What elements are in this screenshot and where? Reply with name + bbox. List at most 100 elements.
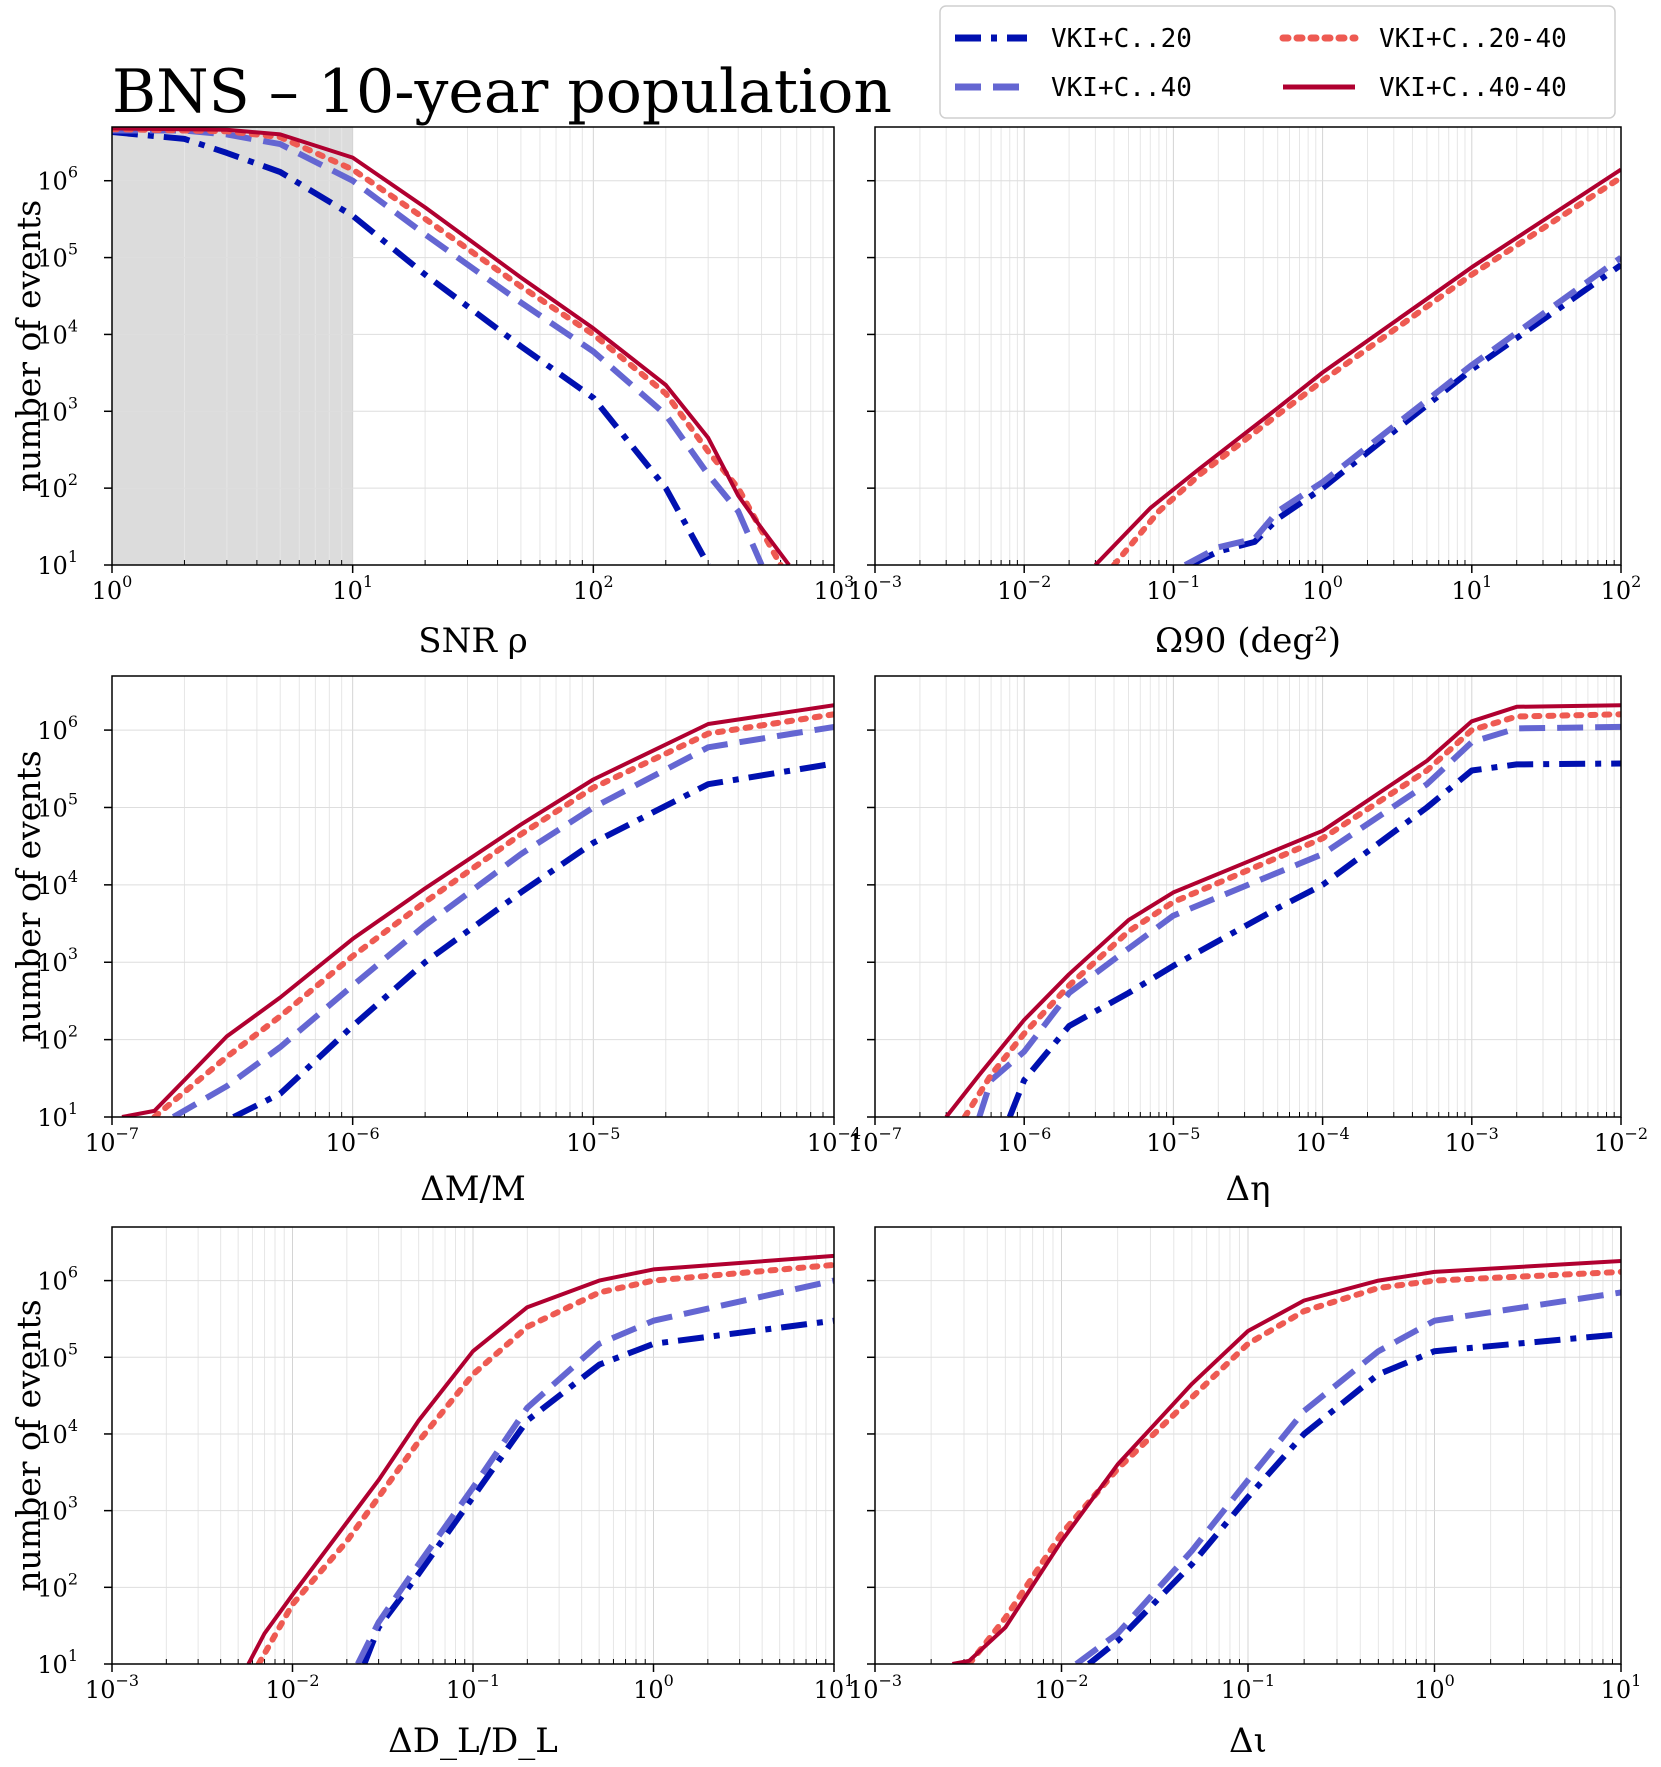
chart-panel-6: 10−3 10−2 10−1 100 101 Δι [848,1226,1642,1761]
x-tick-label: 10−5 [1146,1124,1200,1157]
x-tick-label: 10−3 [85,1671,139,1704]
x-tick-label: 10−4 [1296,1124,1350,1157]
series-line-VKI+C..40-40 [952,1259,1621,1664]
series-line-VKI+C..40-40 [121,703,834,1117]
x-tick-label: 100 [633,1671,674,1704]
legend-label: VKI+C..20-40 [1379,24,1567,54]
series-line-VKI+C..40-40 [246,1253,834,1664]
figure-title: BNS – 10-year population [112,57,892,127]
series-group [112,127,791,565]
x-tick-label: 10−7 [85,1124,139,1157]
x-tick-label: 10−7 [848,1124,902,1157]
x-tick-label: 102 [1601,572,1642,605]
legend-box [939,5,1616,119]
x-tick-label: 10−1 [1221,1671,1275,1704]
y-tick-label: 101 [37,547,78,580]
legend-label: VKI+C..20 [1051,24,1192,54]
series-group [246,1253,834,1664]
plot-frame [874,675,1622,1118]
series-line-VKI+C..20-40 [966,1268,1621,1664]
chart-panel-5: 10−3 10−2 10−1 100 101 101 102 103 104 105 106 ΔD_L… [9,1226,855,1761]
series-line-VKI+C..40 [976,723,1621,1117]
x-tick-label: 100 [92,572,133,605]
series-line-VKI+C..40 [355,1277,834,1664]
y-tick-label: 103 [37,944,78,977]
y-tick-label: 106 [37,712,78,745]
series-line-VKI+C..40 [171,723,834,1117]
series-line-VKI+C..20-40 [112,127,784,565]
plot-frame [874,126,1622,566]
series-line-VKI+C..20 [232,760,834,1117]
x-tick-label: 101 [814,1671,855,1704]
x-axis-label: Δι [1229,1721,1267,1761]
x-tick-label: 100 [1302,572,1343,605]
series-line-VKI+C..20 [1006,760,1621,1117]
y-tick-label: 104 [37,867,78,900]
x-tick-label: 10−3 [1445,1124,1499,1157]
y-tick-label: 101 [37,1099,78,1132]
y-tick-label: 106 [37,1263,78,1296]
y-tick-label: 102 [37,1569,78,1602]
legend-label: VKI+C..40-40 [1379,73,1567,103]
y-tick-label: 102 [37,470,78,503]
x-tick-label: 10−6 [326,1124,380,1157]
x-tick-label: 10−3 [848,572,902,605]
series-line-VKI+C..20-40 [255,1261,834,1664]
series-line-VKI+C..40 [1074,1289,1621,1664]
y-axis-label: number of events [9,1299,48,1591]
x-axis-label: Δη [1226,1169,1271,1209]
x-tick-label: 10−4 [807,1124,861,1157]
x-tick-label: 10−2 [1034,1671,1088,1704]
chart-panel-2: 10−3 10−2 10−1 100 101 102 Ω90 (deg²) [848,126,1642,661]
plot-frame [111,675,835,1118]
x-tick-label: 10−1 [1146,572,1200,605]
x-tick-label: 103 [814,572,855,605]
series-line-VKI+C..20-40 [151,711,834,1117]
x-tick-label: 10−3 [848,1671,902,1704]
x-axis-label: ΔD_L/D_L [388,1721,558,1761]
series-line-VKI+C..20 [1086,1331,1621,1664]
x-tick-label: 100 [1414,1671,1455,1704]
x-tick-label: 101 [1601,1671,1642,1704]
chart-panel-4: 10−7 10−6 10−5 10−4 10−3 10−2 Δη [848,675,1648,1209]
x-tick-label: 10−2 [1594,1124,1648,1157]
chart-panel-1: 100 101 102 103 101 102 103 104 105 106 SNR ρ numbe… [9,126,855,661]
chart-panel-3: 10−7 10−6 10−5 10−4 101 102 103 104 105 106 ΔM/M nu… [9,675,861,1209]
y-tick-label: 101 [37,1646,78,1679]
series-group [952,1259,1621,1664]
series-group [1093,167,1621,565]
x-axis-label: Ω90 (deg²) [1155,621,1341,661]
plots-area: 100 101 102 103 101 102 103 104 105 106 SNR ρ numbe… [9,126,1648,1761]
x-tick-label: 102 [573,572,614,605]
series-group [944,703,1621,1117]
x-tick-label: 10−2 [997,572,1051,605]
y-axis-label: number of events [9,750,48,1042]
y-tick-label: 104 [37,316,78,349]
x-tick-label: 10−2 [265,1671,319,1704]
series-group [121,703,834,1117]
series-line-VKI+C..40-40 [1093,167,1621,565]
x-tick-label: 10−1 [446,1671,500,1704]
y-tick-label: 102 [37,1022,78,1055]
y-tick-label: 105 [37,1339,78,1372]
series-line-VKI+C..20-40 [961,711,1621,1117]
series-line-VKI+C..40 [1183,255,1621,565]
series-line-VKI+C..40 [112,127,765,565]
shaded-region [112,127,353,565]
plot-frame [111,126,835,566]
series-line-VKI+C..20-40 [1111,174,1621,565]
series-line-VKI+C..40-40 [944,703,1621,1117]
x-tick-label: 101 [1451,572,1492,605]
y-tick-label: 104 [37,1416,78,1449]
legend: VKI+C..20 VKI+C..20-40 VKI+C..40 VKI+C..40-… [939,5,1616,119]
y-tick-label: 105 [37,789,78,822]
y-tick-label: 103 [37,1493,78,1526]
x-axis-label: ΔM/M [420,1169,526,1209]
y-axis-label: number of events [9,200,48,492]
x-tick-label: 10−5 [566,1124,620,1157]
series-line-VKI+C..20 [361,1317,834,1664]
y-tick-label: 106 [37,163,78,196]
x-tick-label: 10−6 [997,1124,1051,1157]
x-axis-label: SNR ρ [418,621,527,661]
